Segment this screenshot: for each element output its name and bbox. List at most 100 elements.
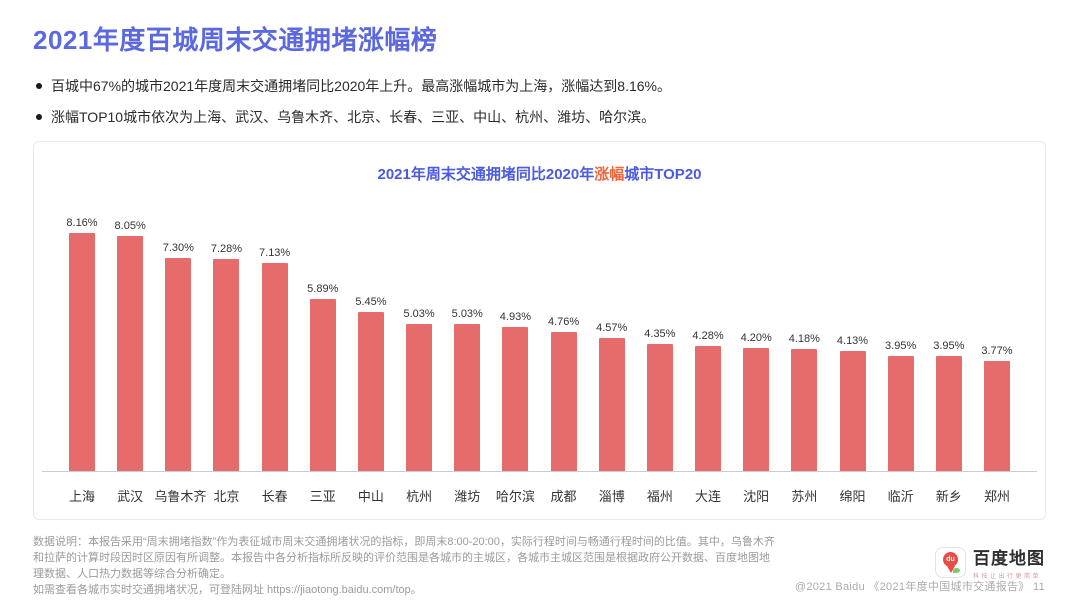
- summary-bullet-2: 涨幅TOP10城市依次为上海、武汉、乌鲁木齐、北京、长春、三亚、中山、杭州、潍坊…: [36, 107, 671, 127]
- bar-plot-area: 8.16% 8.05% 7.30% 7.28% 7.13% 5.89% 5.45% 5.03%…: [58, 191, 1021, 471]
- data-note-url-line: 如需查看各城市实时交通拥堵状况，可登陆网址 https://jiaotong.b…: [33, 584, 422, 596]
- bar: [406, 324, 433, 471]
- bar-column: 4.20%: [732, 332, 780, 471]
- summary-bullet-text: 涨幅TOP10城市依次为上海、武汉、乌鲁木齐、北京、长春、三亚、中山、杭州、潍坊…: [51, 109, 656, 125]
- bar-column: 5.89%: [299, 283, 347, 471]
- city-label: 上海: [68, 489, 95, 504]
- bar-column: 3.95%: [877, 340, 925, 471]
- bar-value-label: 5.03%: [451, 308, 483, 320]
- summary-bullet-1: 百城中67%的城市2021年度周末交通拥堵同比2020年上升。最高涨幅城市为上海…: [36, 76, 671, 96]
- bar-value-label: 7.13%: [259, 247, 291, 259]
- city-label: 杭州: [406, 489, 433, 504]
- city-label: 新乡: [935, 489, 962, 504]
- bar-value-label: 5.03%: [403, 308, 435, 320]
- bar-value-label: 4.35%: [644, 328, 676, 340]
- bar-value-label: 4.57%: [596, 322, 628, 334]
- bar: [117, 236, 144, 471]
- city-label: 大连: [695, 489, 722, 504]
- bar-column: 4.18%: [780, 333, 828, 471]
- copyright-attribution: @2021 Baidu 《2021年度中国城市交通报告》 11: [794, 581, 1045, 593]
- city-label: 郑州: [983, 489, 1010, 504]
- city-label: 绵阳: [839, 489, 866, 504]
- city-label: 北京: [213, 489, 240, 504]
- city-label: 淄博: [598, 489, 625, 504]
- bar-value-label: 3.77%: [981, 345, 1013, 357]
- bar-value-label: 4.76%: [547, 316, 580, 328]
- map-pin-tail-icon: [947, 565, 955, 573]
- bullet-dot-icon: [36, 83, 42, 89]
- city-label: 沈阳: [743, 489, 770, 504]
- bar: [695, 346, 722, 471]
- bar-column: 7.30%: [154, 242, 202, 471]
- bar-value-label: 4.18%: [788, 333, 820, 345]
- bar: [935, 356, 962, 471]
- summary-bullets: 百城中67%的城市2021年度周末交通拥堵同比2020年上升。最高涨幅城市为上海…: [36, 76, 671, 138]
- baidu-maps-brand: du 百度地图 科技让出行更简单: [935, 544, 1045, 580]
- bar: [743, 348, 770, 471]
- brand-tagline: 科技让出行更简单: [973, 574, 1042, 580]
- bar: [550, 332, 577, 471]
- bar-column: 4.57%: [588, 322, 636, 471]
- bar-value-label: 5.89%: [307, 283, 339, 295]
- summary-bullet-text: 百城中67%的城市2021年度周末交通拥堵同比2020年上升。最高涨幅城市为上海…: [51, 78, 672, 94]
- bar-column: 5.03%: [443, 308, 491, 471]
- city-label: 长春: [261, 489, 288, 504]
- data-note-paragraph: 数据说明：本报告采用“周末拥堵指数”作为表征城市周末交通拥堵状况的指标，即周末8…: [33, 536, 775, 580]
- bar-column: 5.45%: [347, 296, 395, 471]
- bar-column: 7.13%: [251, 247, 299, 471]
- bar: [983, 361, 1010, 471]
- bar-value-label: 8.16%: [66, 217, 98, 229]
- brand-text: 百度地图 科技让出行更简单: [973, 544, 1045, 580]
- bar-value-label: 4.93%: [499, 311, 531, 323]
- map-pin-icon: du: [943, 551, 958, 567]
- chart-title-highlight: 涨幅: [594, 166, 625, 183]
- bar: [454, 324, 481, 471]
- bullet-dot-icon: [36, 114, 42, 120]
- bar-column: 4.76%: [540, 316, 588, 471]
- x-axis-line: [42, 471, 1037, 472]
- baidu-maps-logo-icon: du: [935, 546, 966, 578]
- bar-column: 4.35%: [636, 328, 684, 471]
- city-label: 乌鲁木齐: [154, 489, 207, 504]
- bar: [839, 351, 866, 471]
- bar-value-label: 4.20%: [740, 332, 772, 344]
- bar-column: 8.05%: [106, 220, 154, 471]
- chart-title-suffix: 城市TOP20: [624, 166, 702, 183]
- city-label: 哈尔滨: [495, 489, 535, 504]
- bar-value-label: 8.05%: [114, 220, 146, 232]
- city-label: 福州: [646, 489, 673, 504]
- data-notes: 数据说明：本报告采用“周末拥堵指数”作为表征城市周末交通拥堵状况的指标，即周末8…: [33, 534, 775, 598]
- bar: [261, 263, 288, 471]
- bar-column: 3.77%: [973, 345, 1021, 471]
- bar: [646, 344, 673, 471]
- city-label: 武汉: [117, 489, 144, 504]
- chart-title: 2021年周末交通拥堵同比2020年涨幅城市TOP20: [34, 163, 1045, 184]
- bar: [357, 312, 384, 471]
- bar-value-label: 5.45%: [355, 296, 387, 308]
- city-label: 中山: [357, 489, 384, 504]
- bar-value-label: 7.28%: [210, 243, 243, 255]
- bar-chart-card: 2021年周末交通拥堵同比2020年涨幅城市TOP20 8.16% 8.05% 7.…: [33, 141, 1046, 520]
- city-label: 临沂: [887, 489, 914, 504]
- bar-value-label: 3.95%: [885, 340, 917, 352]
- bar: [213, 259, 240, 471]
- leaf-icon: [953, 567, 960, 573]
- chart-title-prefix: 2021年周末交通拥堵同比2020年: [377, 166, 595, 183]
- bar: [502, 327, 529, 471]
- brand-name: 百度地图: [973, 549, 1045, 568]
- bar-column: 4.28%: [684, 330, 732, 471]
- bar: [887, 356, 914, 471]
- bar: [598, 338, 625, 471]
- bar: [791, 349, 818, 471]
- bar-column: 3.95%: [925, 340, 973, 471]
- bar: [309, 299, 336, 471]
- page-title: 2021年度百城周末交通拥堵涨幅榜: [33, 25, 438, 55]
- bar-value-label: 4.13%: [836, 335, 869, 347]
- x-axis-labels: 上海 武汉 乌鲁木齐 北京 长春 三亚 中山 杭州 潍坊 哈尔滨 成都 淄博 福州 大连 沈阳 苏州 绵阳 临沂 新…: [58, 486, 1021, 505]
- bar-value-label: 7.30%: [162, 242, 194, 254]
- city-label: 苏州: [791, 489, 818, 504]
- city-label: 三亚: [309, 489, 336, 504]
- bar-value-label: 3.95%: [933, 340, 965, 352]
- city-label: 潍坊: [454, 489, 481, 504]
